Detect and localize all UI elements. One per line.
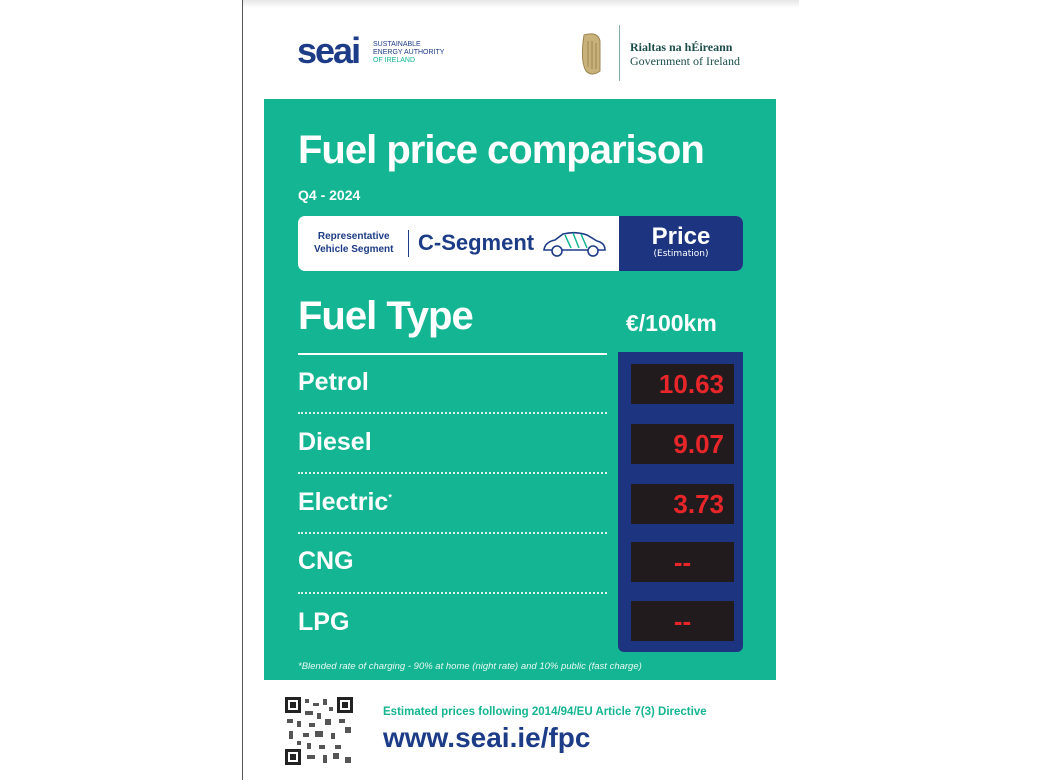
directive-text: Estimated prices following 2014/94/EU Ar… <box>383 706 707 718</box>
price-display-cng: -- <box>631 542 734 582</box>
seai-logo: seai <box>297 30 361 71</box>
segment-label: Representative Vehicle Segment <box>314 231 394 255</box>
qr-code[interactable] <box>285 697 353 765</box>
row-divider <box>298 592 607 594</box>
price-display-petrol: 10.63 <box>631 364 734 404</box>
seai-logo-text: SUSTAINABLE ENERGY AUTHORITY OF IRELAND <box>373 41 445 64</box>
row-divider <box>298 532 607 534</box>
segment-divider <box>408 230 409 257</box>
price-display-diesel: 9.07 <box>631 424 734 464</box>
fuel-type-header: Fuel Type <box>298 294 474 338</box>
header-divider <box>298 353 607 355</box>
row-divider <box>298 412 607 414</box>
website-link[interactable]: www.seai.ie/fpc <box>383 722 591 753</box>
price-display-lpg: -- <box>631 601 734 641</box>
logo-divider <box>619 25 620 81</box>
price-header: Price (Estimation) <box>619 216 743 271</box>
segment-bar: Representative Vehicle Segment C-Segment… <box>298 216 743 271</box>
row-divider <box>298 472 607 474</box>
harp-icon <box>581 33 601 75</box>
fuel-label-lpg: LPG <box>298 608 350 636</box>
segment-name: C-Segment <box>418 230 535 255</box>
fuel-label-electric: Electric* <box>298 488 392 516</box>
panel-title: Fuel price comparison <box>298 128 705 172</box>
footnote: *Blended rate of charging - 90% at home … <box>298 661 642 672</box>
government-logo-text: Rialtas na hÉireann Government of Irelan… <box>630 40 740 68</box>
quarter-label: Q4 - 2024 <box>298 187 361 203</box>
page-shadow <box>243 0 799 8</box>
fuel-label-petrol: Petrol <box>298 368 369 396</box>
car-icon <box>543 231 606 257</box>
fuel-label-cng: CNG <box>298 547 354 575</box>
unit-header: €/100km <box>626 310 717 336</box>
fuel-label-diesel: Diesel <box>298 428 372 456</box>
price-display-electric: 3.73 <box>631 484 734 524</box>
